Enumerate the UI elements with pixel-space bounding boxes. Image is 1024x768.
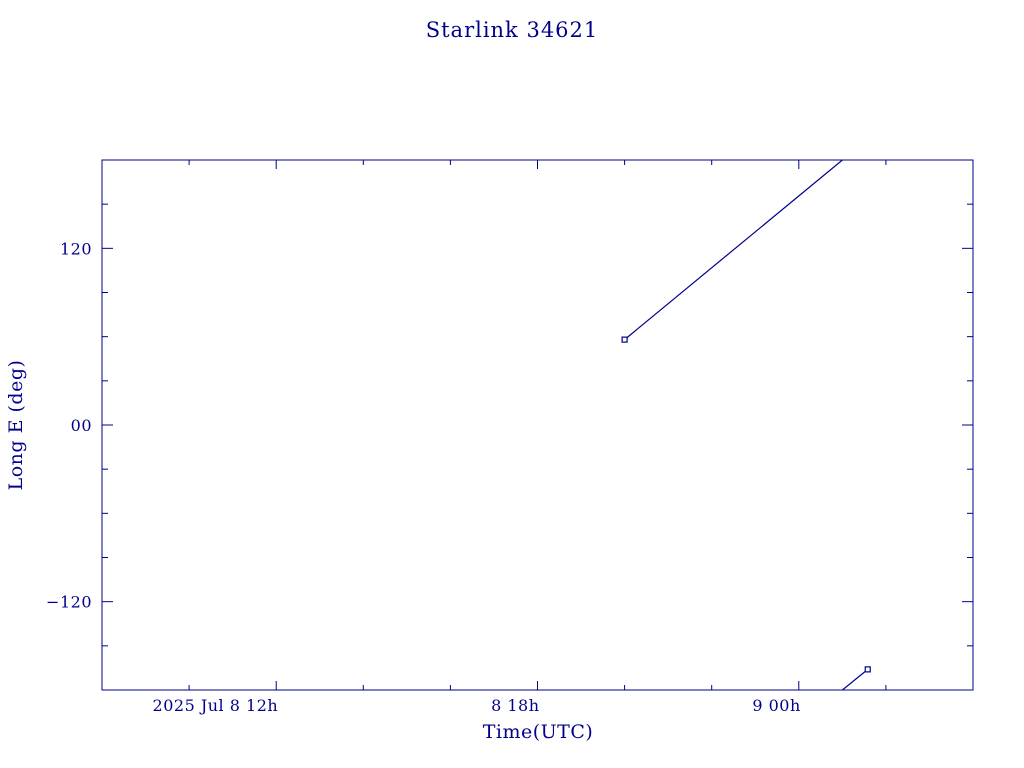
x-tick-labels: 2025 Jul 8 12h 8 18h 9 00h [153,696,801,715]
axis-ticks [102,160,973,690]
y-tick-label: 120 [60,239,92,258]
x-tick-label: 2025 Jul 8 12h [153,696,279,715]
series-line [624,160,843,341]
data-point-marker [621,336,628,343]
chart-title: Starlink 34621 [426,18,599,42]
y-axis-label: Long E (deg) [5,360,27,491]
y-tick-label: 00 [71,416,92,435]
y-tick-labels: 120 00 −120 [46,239,92,612]
x-tick-label: 8 18h [491,696,539,715]
x-tick-label: 9 00h [752,696,800,715]
series-group [621,160,871,690]
data-point-marker [864,666,871,673]
y-tick-label: −120 [46,593,92,612]
series-line [842,668,869,690]
x-axis-label: Time(UTC) [483,721,594,743]
plot-frame [101,159,974,691]
